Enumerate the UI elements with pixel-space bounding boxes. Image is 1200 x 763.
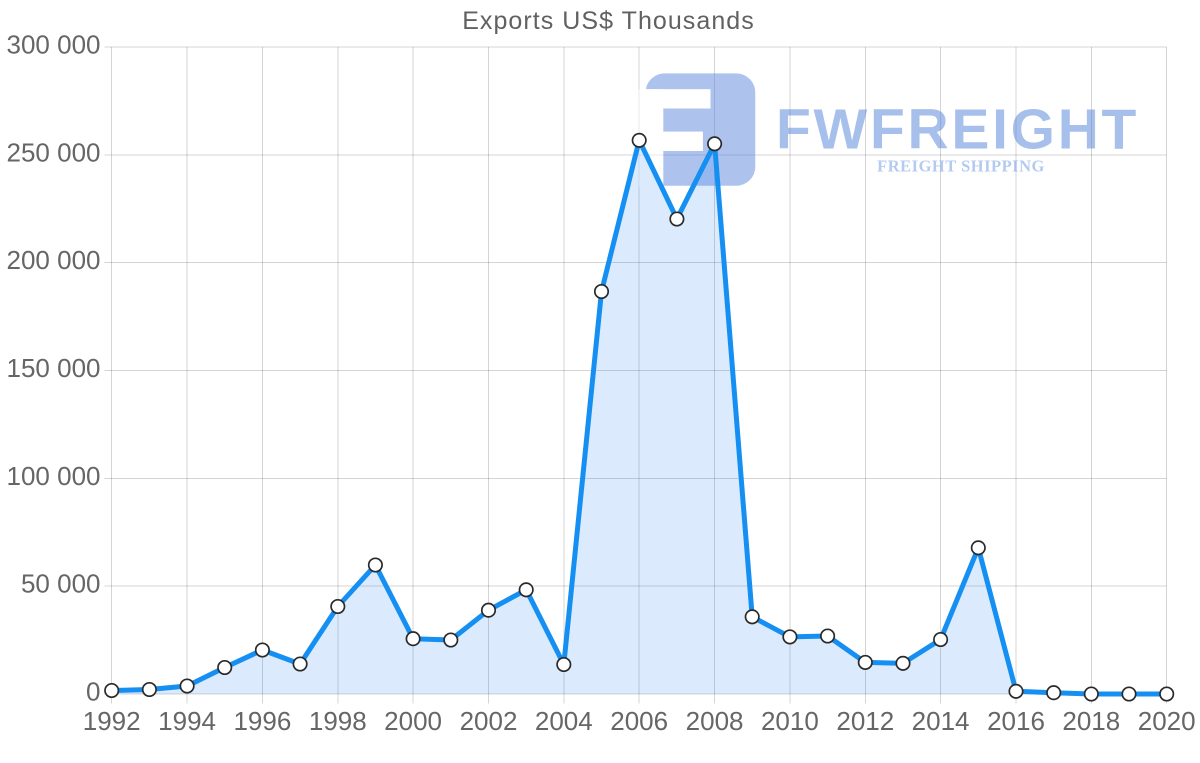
svg-text:1998: 1998 [309, 706, 367, 736]
svg-text:FWFREIGHT: FWFREIGHT [776, 98, 1139, 162]
svg-text:150 000: 150 000 [7, 353, 101, 383]
svg-text:2012: 2012 [836, 706, 894, 736]
svg-text:2000: 2000 [384, 706, 442, 736]
svg-text:2008: 2008 [686, 706, 744, 736]
svg-text:2020: 2020 [1138, 706, 1196, 736]
svg-text:200 000: 200 000 [7, 245, 101, 275]
svg-text:1992: 1992 [83, 706, 141, 736]
svg-text:Exports US$ Thousands: Exports US$ Thousands [462, 7, 755, 35]
svg-text:250 000: 250 000 [7, 137, 101, 167]
svg-text:100 000: 100 000 [7, 461, 101, 491]
svg-text:2004: 2004 [535, 706, 593, 736]
svg-text:1996: 1996 [233, 706, 291, 736]
svg-text:2010: 2010 [761, 706, 819, 736]
svg-text:2014: 2014 [912, 706, 970, 736]
svg-text:0: 0 [86, 677, 100, 707]
svg-text:FREIGHT SHIPPING: FREIGHT SHIPPING [877, 157, 1045, 176]
svg-text:50 000: 50 000 [21, 569, 101, 599]
svg-text:2016: 2016 [987, 706, 1045, 736]
svg-text:2002: 2002 [460, 706, 518, 736]
svg-text:300 000: 300 000 [7, 30, 101, 60]
svg-text:2018: 2018 [1062, 706, 1120, 736]
svg-text:2006: 2006 [610, 706, 668, 736]
svg-text:1994: 1994 [158, 706, 216, 736]
